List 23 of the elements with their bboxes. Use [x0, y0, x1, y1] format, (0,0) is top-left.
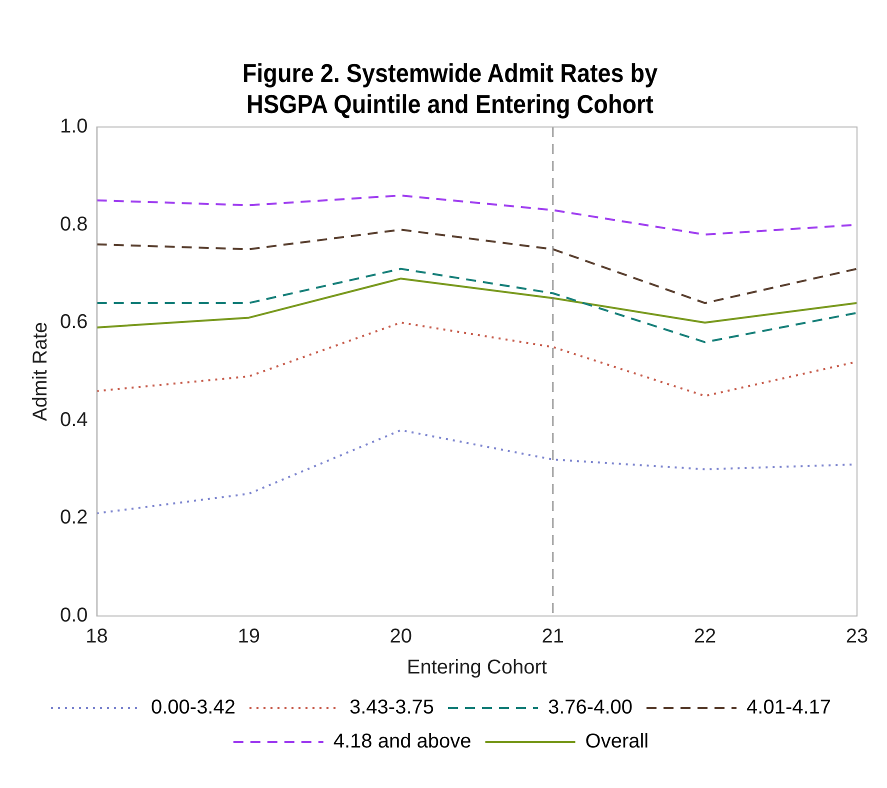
x-tick-label: 21: [542, 626, 564, 648]
y-tick-label: 0.6: [60, 311, 88, 334]
legend-label: 4.18 and above: [333, 730, 472, 753]
x-tick-label: 19: [238, 626, 260, 648]
line-series: [96, 228, 857, 304]
legend-label: 0.00-3.42: [150, 696, 236, 719]
x-axis-title: Entering Cohort: [406, 656, 548, 679]
y-tick-label: 0.0: [60, 604, 88, 627]
y-axis-title: Admit Rate: [30, 322, 52, 421]
legend-label: 3.43-3.75: [349, 696, 434, 719]
legend-label: 4.01-4.17: [746, 696, 832, 719]
x-tick-label: 18: [86, 626, 108, 648]
chart-title: Figure 2. Systemwide Admit Rates by HSGPA Quintile and Entering Cohort: [241, 58, 659, 120]
y-tick-label: 0.2: [60, 506, 88, 529]
x-tick-label: 22: [694, 626, 716, 648]
y-tick-label: 0.4: [60, 408, 88, 431]
y-tick-label: 0.8: [60, 213, 88, 236]
line-series: [96, 268, 857, 344]
y-tick-label: 1.0: [60, 116, 88, 138]
legend-label: Overall: [585, 730, 649, 753]
x-tick-label: 23: [846, 626, 868, 648]
legend-label: 3.76-4.00: [548, 696, 633, 719]
x-tick-label: 20: [390, 626, 412, 648]
